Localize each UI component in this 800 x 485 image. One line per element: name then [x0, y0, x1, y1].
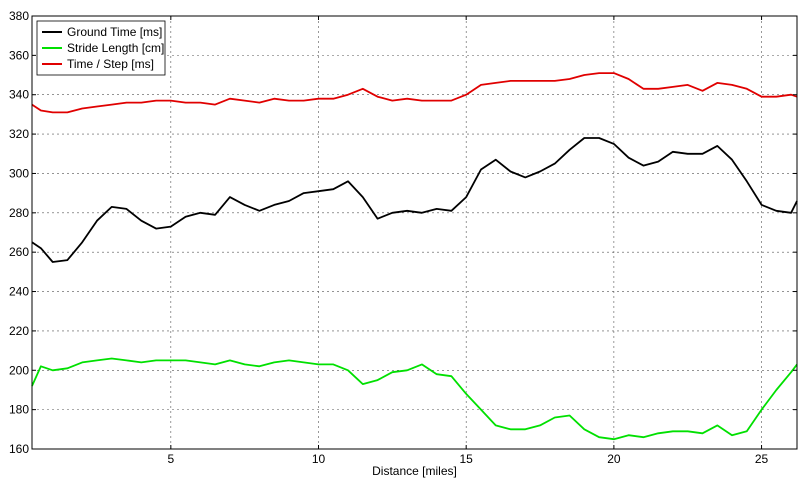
series-line-1 [31, 357, 798, 441]
y-tick-label: 340 [9, 88, 29, 102]
y-tick-label: 300 [9, 166, 29, 180]
series-lines [31, 72, 798, 441]
y-tick-label: 240 [9, 285, 29, 299]
legend-label: Time / Step [ms] [67, 57, 154, 71]
series-line-0 [31, 137, 798, 263]
y-tick-label: 260 [9, 245, 29, 259]
legend-label: Stride Length [cm] [67, 41, 164, 55]
y-tick-label: 160 [9, 442, 29, 456]
y-tick-label: 360 [9, 48, 29, 62]
grid [32, 16, 797, 449]
y-tick-label: 220 [9, 324, 29, 338]
y-tick-label: 180 [9, 403, 29, 417]
x-tick-label: 25 [755, 452, 769, 466]
x-tick-label: 20 [607, 452, 621, 466]
legend: Ground Time [ms] Stride Length [cm] Time /… [36, 20, 166, 76]
axis-ticks: 5 10 15 20 25 160 180 200 220 240 260 280 300 320 340 3… [9, 9, 797, 466]
y-tick-label: 380 [9, 9, 29, 23]
y-tick-label: 320 [9, 127, 29, 141]
x-tick-label: 15 [460, 452, 474, 466]
x-tick-label: 10 [312, 452, 326, 466]
y-tick-label: 200 [9, 363, 29, 377]
series-line-2 [31, 72, 798, 114]
x-tick-label: 5 [167, 452, 174, 466]
legend-label: Ground Time [ms] [67, 25, 162, 39]
y-tick-label: 280 [9, 206, 29, 220]
plot-frame [31, 15, 798, 450]
x-axis-label: Distance [miles] [372, 464, 457, 478]
